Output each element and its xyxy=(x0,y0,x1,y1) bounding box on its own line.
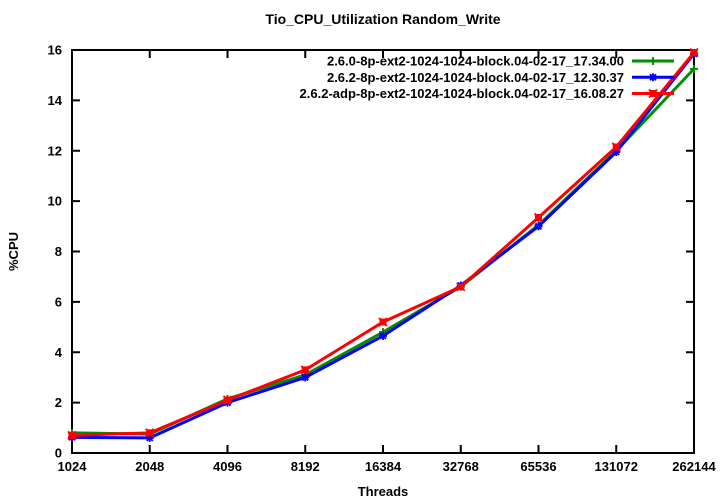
y-tick-label: 12 xyxy=(48,143,62,158)
x-tick-label: 8192 xyxy=(291,459,320,474)
plot-border xyxy=(71,49,695,454)
asterisk-marker xyxy=(379,332,387,340)
y-tick-label: 6 xyxy=(55,294,62,309)
square-marker xyxy=(224,396,231,404)
series-0 xyxy=(68,64,698,439)
asterisk-marker xyxy=(534,222,543,230)
square-marker xyxy=(649,90,657,97)
square-marker xyxy=(535,213,542,221)
legend: 2.6.0-8p-ext2-1024-1024-block.04-02-17_1… xyxy=(300,54,674,101)
y-tick-label: 16 xyxy=(48,43,62,58)
square-marker xyxy=(146,429,154,437)
square-marker xyxy=(68,431,76,439)
x-tick-label: 131072 xyxy=(595,459,638,474)
y-tick-label: 8 xyxy=(55,244,62,259)
x-tick-label: 32768 xyxy=(443,459,479,474)
x-tick-label: 16384 xyxy=(365,459,402,474)
x-tick-label: 1024 xyxy=(58,459,88,474)
legend-label: 2.6.2-8p-ext2-1024-1024-block.04-02-17_1… xyxy=(327,70,624,85)
series-2 xyxy=(67,47,699,441)
legend-label: 2.6.2-adp-8p-ext2-1024-1024-block.04-02-… xyxy=(300,86,624,101)
asterisk-marker xyxy=(301,373,309,382)
x-tick-label: 65536 xyxy=(520,459,556,474)
x-tick-label: 2048 xyxy=(135,459,164,474)
y-tick-label: 10 xyxy=(48,194,62,209)
square-marker xyxy=(301,366,309,374)
square-marker xyxy=(612,143,620,151)
y-axis-label: %CPU xyxy=(6,232,21,271)
legend-label: 2.6.0-8p-ext2-1024-1024-block.04-02-17_1… xyxy=(327,54,624,69)
y-tick-label: 0 xyxy=(55,446,62,461)
axes: 0 2 4 6 8 10 12 14 16 1024 2048 4096 8192 16384 32768 6… xyxy=(48,43,717,475)
square-marker xyxy=(690,49,698,57)
asterisk-marker xyxy=(649,73,657,81)
y-tick-label: 4 xyxy=(55,345,63,360)
x-tick-label: 4096 xyxy=(213,459,242,474)
square-marker xyxy=(457,283,465,291)
x-tick-label: 262144 xyxy=(672,459,716,474)
series-line xyxy=(70,67,696,436)
y-tick-label: 14 xyxy=(48,93,63,108)
series-line xyxy=(70,52,696,440)
series-1 xyxy=(68,49,698,442)
chart-title: Tio_CPU_Utilization Random_Write xyxy=(265,11,500,27)
square-marker xyxy=(379,318,387,326)
x-axis-label: Threads xyxy=(358,484,409,499)
y-tick-label: 2 xyxy=(55,395,62,410)
series-line xyxy=(70,51,696,437)
